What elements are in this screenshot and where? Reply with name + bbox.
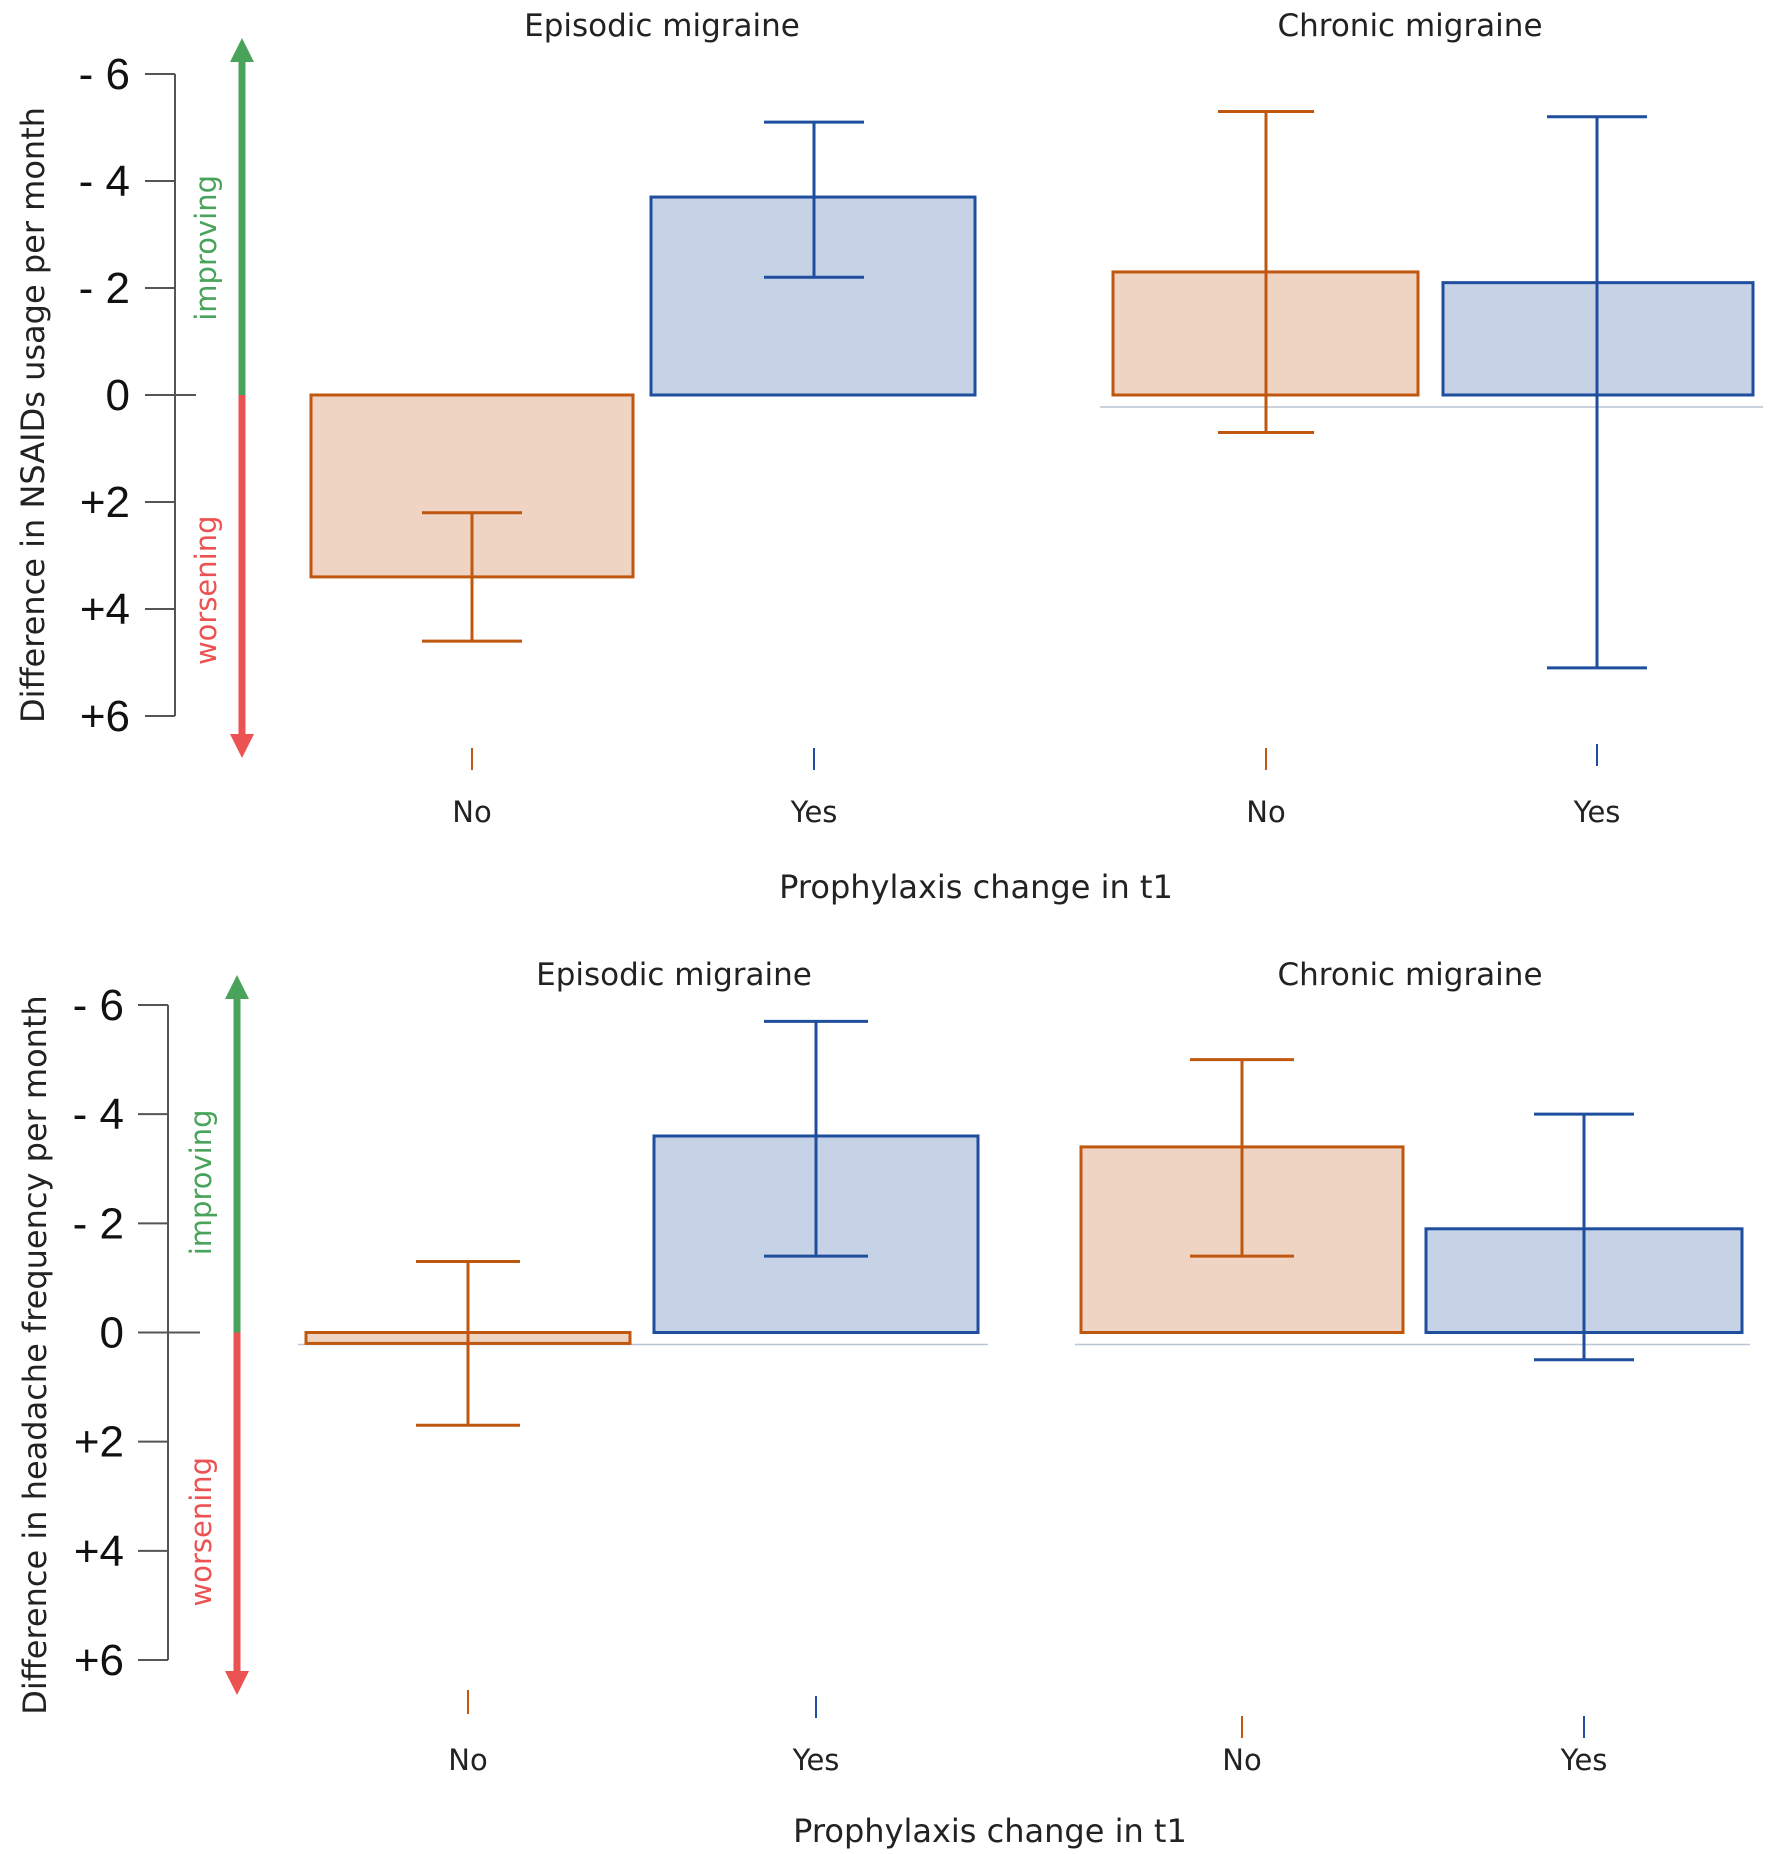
bar-group: No <box>309 393 635 829</box>
direction-arrow: improving worsening <box>189 38 254 758</box>
category-label: Yes <box>792 1743 840 1777</box>
bar-group: Yes <box>1441 115 1755 829</box>
y-tick-label: - 4 <box>79 157 130 206</box>
y-tick-label: 0 <box>100 1309 124 1358</box>
y-tick-label: - 6 <box>73 981 124 1030</box>
y-axis: - 6 - 4 - 2 0 +2 +4 +6 <box>73 981 200 1685</box>
y-tick-label: +2 <box>80 478 130 527</box>
y-tick-label: +4 <box>74 1527 124 1576</box>
bar-group: Yes <box>649 120 977 829</box>
bar-group: Yes <box>1424 1112 1744 1777</box>
y-tick-label: - 6 <box>79 50 130 99</box>
improving-arrowhead-icon <box>225 975 249 999</box>
y-tick-label: +6 <box>74 1636 124 1685</box>
y-tick-label: - 4 <box>73 1090 124 1139</box>
y-tick-label: +4 <box>80 585 130 634</box>
improving-label: improving <box>184 1110 218 1256</box>
bars: No Yes No Yes <box>298 1019 1750 1777</box>
x-axis-title: Prophylaxis change in t1 <box>779 868 1173 906</box>
category-label: No <box>1246 795 1285 829</box>
worsening-arrowhead-icon <box>225 1671 249 1695</box>
worsening-arrowhead-icon <box>230 734 254 758</box>
group-title-episodic: Episodic migraine <box>536 957 812 993</box>
y-tick-label: 0 <box>106 371 130 420</box>
bar-group: No <box>1079 1058 1405 1777</box>
improving-arrowhead-icon <box>230 38 254 62</box>
bar-group: No <box>304 1260 632 1777</box>
y-tick-label: - 2 <box>73 1199 124 1248</box>
y-tick-label: +6 <box>80 692 130 741</box>
category-label: No <box>1222 1743 1261 1777</box>
improving-label: improving <box>189 175 223 321</box>
group-title-chronic: Chronic migraine <box>1277 8 1542 44</box>
group-title-chronic: Chronic migraine <box>1277 957 1542 993</box>
y-tick-label: - 2 <box>79 264 130 313</box>
x-axis-title: Prophylaxis change in t1 <box>793 1812 1187 1850</box>
category-label: No <box>448 1743 487 1777</box>
worsening-label: worsening <box>184 1457 218 1607</box>
bar-group: No <box>1111 109 1420 829</box>
y-axis-title: Difference in headache frequency per mon… <box>16 995 54 1715</box>
category-label: Yes <box>1560 1743 1608 1777</box>
y-tick-label: +2 <box>74 1418 124 1467</box>
headache-frequency-panel: - 6 - 4 - 2 0 +2 +4 +6 improving worsening No Ye… <box>16 957 1750 1850</box>
category-label: No <box>452 795 491 829</box>
direction-arrow: improving worsening <box>184 975 249 1695</box>
worsening-label: worsening <box>189 515 223 665</box>
y-axis-title: Difference in NSAIDs usage per month <box>14 107 52 723</box>
nsaid-usage-panel: - 6 - 4 - 2 0 +2 +4 +6 improving worsening No Ye… <box>14 8 1763 906</box>
category-label: Yes <box>1573 795 1621 829</box>
category-label: Yes <box>790 795 838 829</box>
y-axis: - 6 - 4 - 2 0 +2 +4 +6 <box>79 50 196 741</box>
bar-group: Yes <box>652 1019 980 1777</box>
group-title-episodic: Episodic migraine <box>524 8 800 44</box>
bars: No Yes No Yes <box>309 109 1763 829</box>
